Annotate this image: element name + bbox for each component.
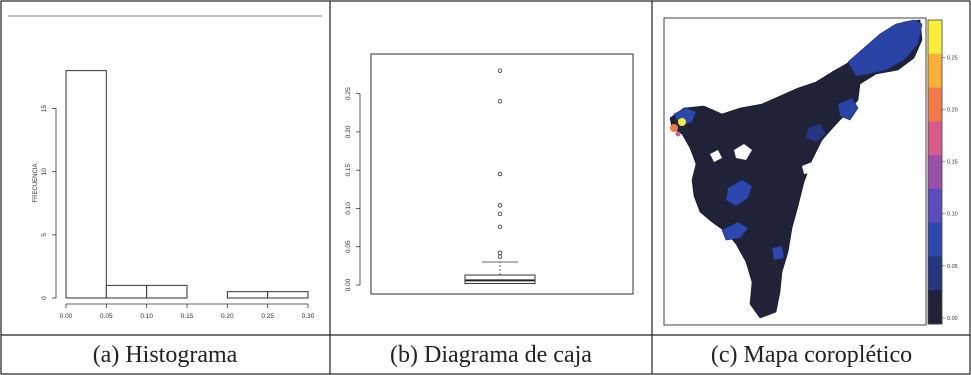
boxplot-y-tick-label: 0.25	[345, 87, 352, 100]
boxplot-y-tick-label: 0.15	[345, 163, 352, 176]
legend-swatch	[928, 20, 942, 55]
legend-border	[927, 19, 943, 325]
boxplot-y-tick-label: 0.05	[345, 240, 352, 253]
legend-swatch	[928, 87, 942, 122]
histogram-x-tick-label: 0.05	[100, 313, 113, 320]
legend-swatch	[928, 222, 942, 257]
histogram-x-tick-label: 0.30	[302, 313, 315, 320]
caption-boxplot: (b) Diagrama de caja	[390, 342, 592, 368]
map-region-west-1	[725, 179, 753, 207]
map-lake-2	[802, 162, 814, 174]
legend-tick-label: 0.00	[947, 316, 958, 322]
histogram-bar	[226, 291, 269, 299]
legend-swatch	[928, 256, 942, 291]
boxplot-outlier	[497, 224, 503, 230]
map-region-south-blue	[771, 245, 785, 261]
boxplot-frame	[370, 53, 634, 295]
boxplot-outlier	[497, 99, 503, 104]
legend-swatch	[928, 188, 942, 224]
map-region-northeast	[847, 19, 923, 77]
boxplot-box	[464, 274, 536, 284]
map-region-west-2	[721, 221, 749, 241]
legend-tick-label: 0.15	[947, 160, 958, 166]
legend-swatch	[928, 53, 942, 89]
histogram-y-tick-label: 15	[41, 105, 48, 113]
histogram-x-tick-label: 0.00	[60, 313, 73, 320]
boxplot-chart: 0.00 0.05 0.10 0.15 0.20 0.25	[345, 53, 634, 295]
boxplot-y-tick-label: 0.20	[345, 125, 352, 138]
histogram-bar	[65, 70, 107, 299]
histogram-x-tick-label: 0.15	[181, 313, 194, 320]
map-lake-1	[734, 144, 752, 160]
histogram-chart: FRECUENCIA 0.00 0.05 0.10 0.15 0.20 0.25 0.30 …	[8, 15, 322, 320]
caption-histogram: (a) Histograma	[92, 342, 238, 368]
caption-map: (c) Mapa coroplético	[710, 342, 913, 368]
panel-boxplot: 0.00 0.05 0.10 0.15 0.20 0.25 (b) Diagrama de…	[330, 0, 652, 375]
panel-map: 0.00 0.05 0.10 0.15 0.20 0.25 (c) Mapa coropl…	[652, 0, 971, 375]
histogram-bar	[267, 291, 309, 299]
boxplot-y-tick-label: 0.10	[345, 202, 352, 215]
legend-swatch	[928, 290, 942, 325]
histogram-bar	[146, 284, 188, 299]
map-region-hotspot-pink	[675, 131, 681, 137]
histogram-x-tick-label: 0.20	[221, 313, 234, 320]
boxplot-outlier	[497, 254, 503, 259]
panel-histogram: FRECUENCIA 0.00 0.05 0.10 0.15 0.20 0.25 0.30 …	[0, 0, 330, 375]
map-lake-3	[710, 150, 722, 162]
histogram-bar	[105, 284, 148, 299]
histogram-y-tick-label: 0	[41, 296, 48, 300]
boxplot-outlier	[497, 203, 503, 208]
map-region-east	[837, 97, 859, 121]
legend-tick-label: 0.05	[947, 264, 958, 270]
boxplot-outlier	[497, 211, 503, 217]
boxplot-outlier	[497, 171, 503, 177]
map-region-hotspot-orange	[670, 124, 678, 132]
boxplot-outlier	[497, 68, 503, 73]
legend-tick-label: 0.10	[947, 212, 958, 218]
boxplot-outlier	[497, 250, 503, 256]
map-region-mid-blue	[805, 123, 827, 143]
map-region-hotspot-yellow	[678, 118, 686, 126]
map-region-main	[669, 19, 923, 319]
legend-tick-label: 0.25	[947, 55, 958, 61]
histogram-y-tick-label: 5	[41, 233, 48, 237]
legend-tick-label: 0.20	[947, 107, 958, 113]
histogram-y-tick-label: 10	[41, 168, 48, 176]
legend-swatch	[928, 155, 942, 190]
histogram-x-tick-label: 0.10	[140, 313, 153, 320]
legend-swatch	[928, 121, 942, 156]
histogram-ylabel: FRECUENCIA	[33, 163, 39, 202]
boxplot-y-tick-label: 0.00	[345, 278, 352, 291]
choropleth-map: 0.00 0.05 0.10 0.15 0.20 0.25	[663, 17, 958, 326]
histogram-x-tick-label: 0.25	[261, 313, 274, 320]
map-legend	[927, 19, 943, 325]
